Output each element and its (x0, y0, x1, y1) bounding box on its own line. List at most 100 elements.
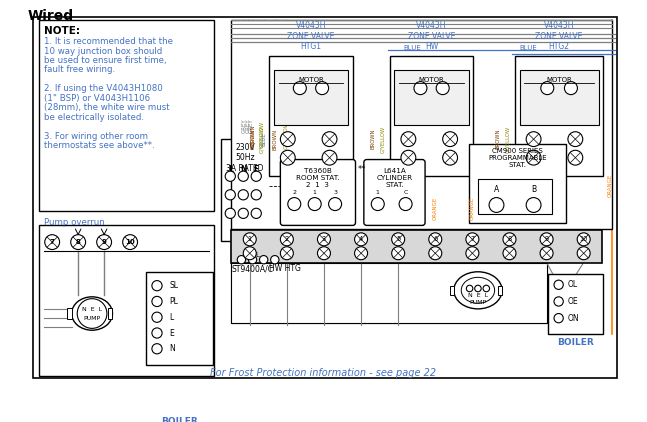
Text: BLUE: BLUE (404, 45, 421, 51)
Text: E: E (254, 165, 259, 174)
Circle shape (316, 81, 329, 95)
Text: BOILER: BOILER (161, 417, 197, 422)
Circle shape (318, 233, 331, 246)
Text: N: N (240, 165, 247, 174)
Circle shape (45, 235, 60, 249)
Bar (395, 70, 468, 125)
Circle shape (540, 233, 553, 246)
Text: 5: 5 (396, 236, 400, 242)
Bar (274, 70, 348, 125)
Circle shape (577, 247, 590, 260)
Text: 8: 8 (507, 236, 512, 242)
Bar (468, 144, 566, 223)
Text: BROWN: BROWN (496, 129, 501, 149)
Circle shape (123, 235, 138, 249)
Bar (515, 56, 603, 176)
Circle shape (503, 233, 516, 246)
Text: 1. It is recommended that the: 1. It is recommended that the (44, 37, 173, 46)
Circle shape (71, 235, 85, 249)
Circle shape (526, 197, 541, 212)
Text: Wired: Wired (27, 9, 73, 23)
Circle shape (329, 197, 342, 211)
FancyBboxPatch shape (364, 160, 425, 225)
Text: For Frost Protection information - see page 22: For Frost Protection information - see p… (210, 368, 436, 379)
Circle shape (308, 197, 321, 211)
Text: BROWN: BROWN (272, 129, 278, 150)
Circle shape (554, 280, 564, 289)
FancyBboxPatch shape (280, 160, 355, 225)
Circle shape (318, 247, 331, 260)
Text: L641A
CYLINDER
STAT.: L641A CYLINDER STAT. (377, 168, 413, 188)
Circle shape (280, 247, 293, 260)
Bar (231, 230, 602, 262)
Text: V4043H
ZONE VALVE
HW: V4043H ZONE VALVE HW (408, 21, 455, 51)
Circle shape (371, 197, 384, 211)
Circle shape (251, 208, 261, 219)
Text: OL: OL (568, 280, 578, 289)
Circle shape (251, 190, 261, 200)
Text: B: B (531, 184, 536, 194)
Circle shape (429, 247, 442, 260)
Circle shape (443, 132, 457, 146)
Text: MOTOR: MOTOR (546, 77, 572, 83)
Circle shape (429, 233, 442, 246)
Circle shape (225, 190, 236, 200)
Circle shape (466, 233, 479, 246)
Circle shape (322, 150, 337, 165)
Circle shape (577, 233, 590, 246)
Text: 1: 1 (313, 190, 316, 195)
Text: **: ** (358, 165, 366, 174)
Bar (520, 70, 598, 125)
Text: ORANGE: ORANGE (470, 197, 475, 220)
Bar (478, 179, 552, 214)
Circle shape (391, 233, 404, 246)
Text: L: L (228, 165, 233, 174)
Text: (1" BSP) or V4043H1106: (1" BSP) or V4043H1106 (44, 94, 150, 103)
Circle shape (243, 233, 256, 246)
Circle shape (152, 281, 162, 291)
Text: E: E (169, 328, 174, 338)
Circle shape (238, 171, 248, 181)
Text: 9: 9 (545, 236, 549, 242)
Text: N: N (169, 344, 175, 353)
Circle shape (489, 197, 504, 212)
Circle shape (237, 256, 246, 264)
Text: V4043H
ZONE VALVE
HTG1: V4043H ZONE VALVE HTG1 (287, 21, 334, 51)
Text: 1: 1 (248, 236, 252, 242)
Text: 8: 8 (76, 239, 81, 245)
Bar (39, 20, 214, 211)
Text: N  E  L: N E L (468, 293, 488, 298)
Text: ST9400A/C: ST9400A/C (231, 264, 273, 273)
Text: T6360B
ROOM STAT.
2  1  3: T6360B ROOM STAT. 2 1 3 (296, 168, 340, 188)
Text: ORANGE: ORANGE (608, 174, 613, 197)
Circle shape (391, 247, 404, 260)
Ellipse shape (461, 277, 495, 303)
Text: CM900 SERIES
PROGRAMMABLE
STAT.: CM900 SERIES PROGRAMMABLE STAT. (488, 149, 547, 168)
Bar (231, 20, 611, 229)
Circle shape (526, 150, 541, 165)
Text: G/YELLOW: G/YELLOW (505, 126, 510, 153)
Circle shape (225, 171, 236, 181)
Circle shape (568, 150, 583, 165)
Bar (390, 56, 474, 176)
Text: PUMP: PUMP (83, 316, 101, 321)
Circle shape (568, 132, 583, 146)
Bar (221, 139, 269, 241)
Circle shape (466, 247, 479, 260)
Bar (498, 286, 502, 295)
Circle shape (401, 150, 416, 165)
Text: G/YELLOW: G/YELLOW (259, 121, 265, 148)
Text: A: A (494, 184, 499, 194)
Ellipse shape (72, 297, 113, 330)
Text: MOTOR: MOTOR (419, 77, 444, 83)
Circle shape (483, 285, 490, 292)
Text: 2: 2 (292, 190, 296, 195)
Text: N  E  L: N E L (82, 307, 102, 312)
Circle shape (399, 197, 412, 211)
Circle shape (152, 296, 162, 306)
Text: BROWN: BROWN (250, 129, 255, 149)
Text: PL: PL (169, 297, 178, 306)
Circle shape (152, 312, 162, 322)
Text: 7: 7 (470, 236, 474, 242)
Circle shape (238, 208, 248, 219)
